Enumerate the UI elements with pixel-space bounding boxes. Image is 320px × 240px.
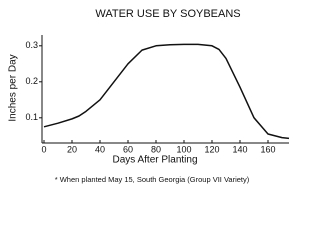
- y-tick-label: 0.1: [25, 112, 38, 122]
- x-tick-label: 100: [176, 144, 191, 154]
- x-tick-label: 60: [123, 144, 133, 154]
- y-axis-label: Inches per Day: [8, 54, 19, 121]
- x-tick-label: 140: [232, 144, 247, 154]
- footnote: * When planted May 15, South Georgia (Gr…: [55, 175, 250, 184]
- x-tick-label: 80: [151, 144, 161, 154]
- x-tick-label: 120: [204, 144, 219, 154]
- x-tick-label: 20: [67, 144, 77, 154]
- x-axis-label: Days After Planting: [112, 155, 197, 166]
- y-tick-label: 0.3: [25, 40, 38, 50]
- x-tick-label: 160: [260, 144, 275, 154]
- chart-title: WATER USE BY SOYBEANS: [95, 8, 240, 20]
- y-tick-label: 0.2: [25, 76, 38, 86]
- chart: WATER USE BY SOYBEANS Days After Plantin…: [8, 8, 290, 184]
- x-tick-label: 40: [95, 144, 105, 154]
- x-tick-label: 0: [41, 144, 46, 154]
- data-line: [43, 43, 290, 140]
